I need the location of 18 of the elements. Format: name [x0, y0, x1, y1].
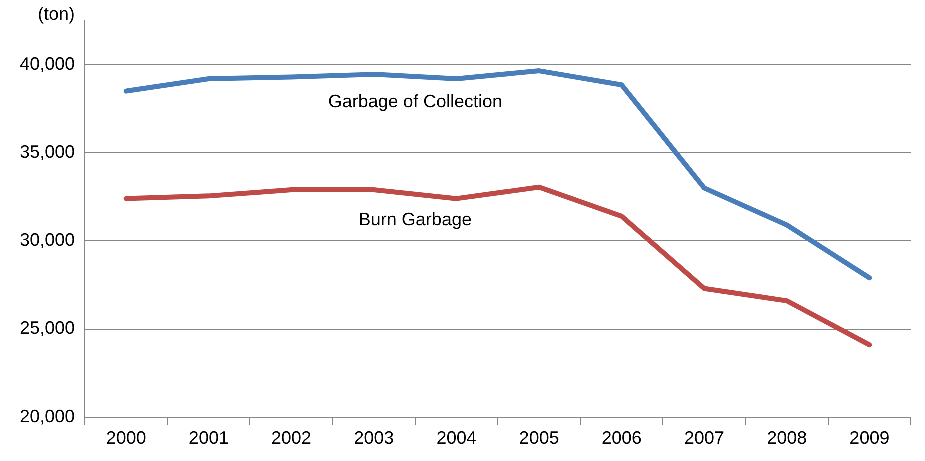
x-tick-label: 2000 — [106, 428, 146, 448]
y-tick-label: 35,000 — [20, 142, 76, 162]
x-tick-label: 2008 — [767, 428, 808, 448]
x-tick-label: 2002 — [272, 428, 312, 448]
x-tick-label: 2007 — [684, 428, 725, 448]
x-tick-label: 2003 — [354, 428, 394, 448]
y-tick-label: 40,000 — [20, 54, 76, 74]
x-tick-label: 2004 — [436, 428, 477, 448]
y-tick-label: 30,000 — [20, 230, 76, 250]
series-label: Burn Garbage — [358, 209, 472, 230]
x-tick-label: 2001 — [188, 428, 229, 448]
y-axis-title: (ton) — [38, 4, 76, 24]
x-tick-label: 2006 — [602, 428, 642, 448]
y-tick-label: 25,000 — [20, 318, 76, 338]
y-tick-label: 20,000 — [20, 406, 76, 426]
series-label: Garbage of Collection — [328, 92, 502, 112]
x-tick-label: 2009 — [850, 428, 890, 448]
x-tick-label: 2005 — [519, 428, 560, 448]
